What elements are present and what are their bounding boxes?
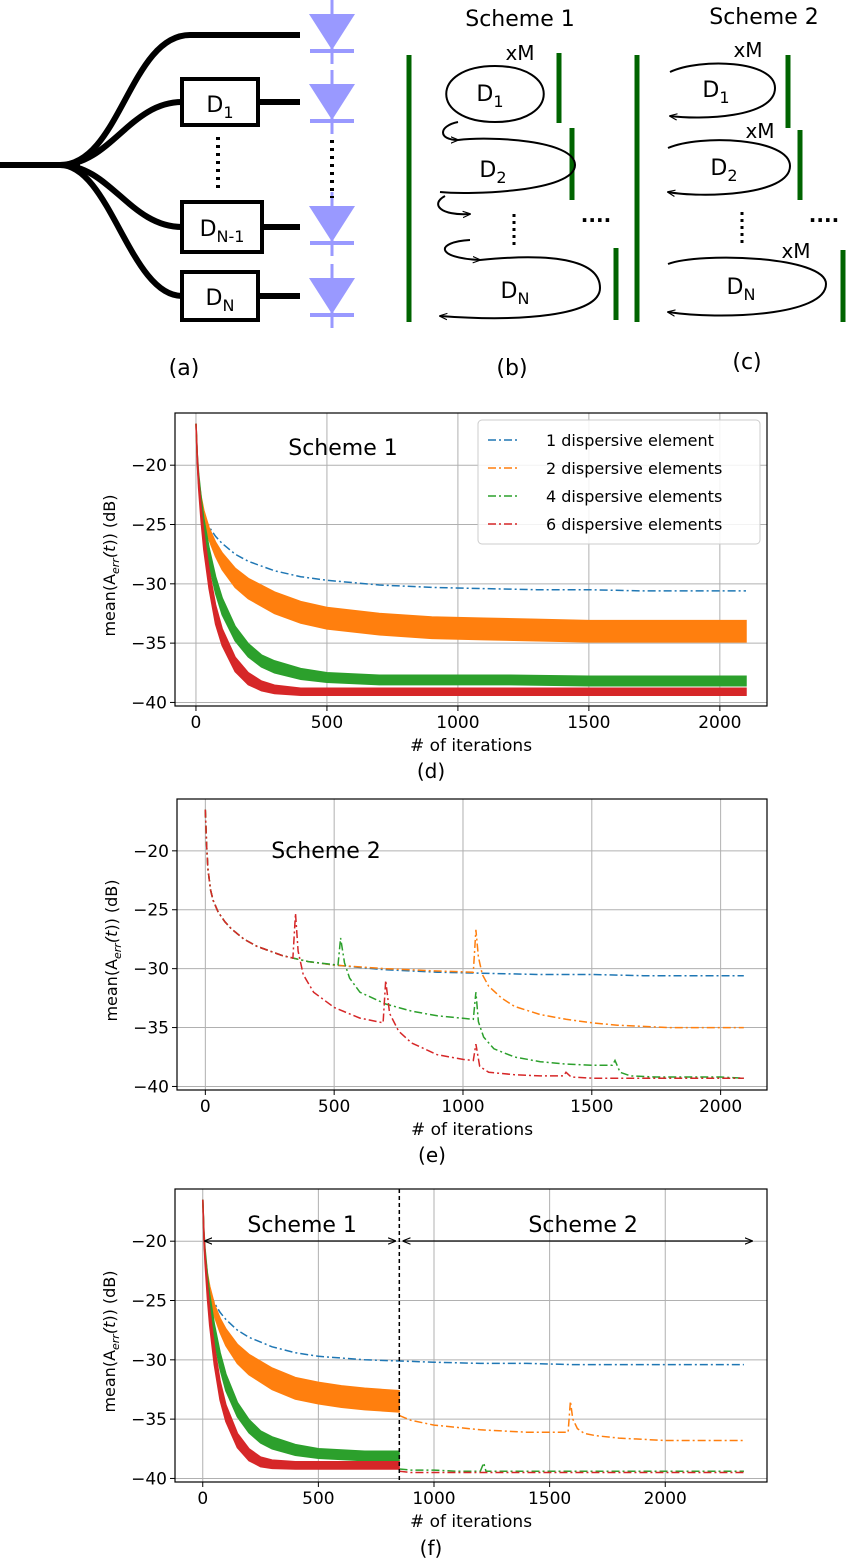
- y-axis-label: mean(Aerr(t)) (dB): [100, 494, 122, 636]
- legend-label-3: 6 dispersive elements: [546, 515, 722, 534]
- series-line-4: [399, 1460, 744, 1473]
- legend-label-2: 4 dispersive elements: [546, 487, 722, 506]
- xtick-label-3: 1500: [528, 1489, 571, 1509]
- element-box-dn: DN: [180, 270, 260, 322]
- svg-text:xM: xM: [745, 119, 774, 143]
- ytick-label-3: −35: [131, 1410, 167, 1430]
- ytick-label-1: −25: [131, 1292, 167, 1312]
- axes-frame: [174, 1188, 768, 1483]
- panel-label-b: (b): [496, 356, 527, 381]
- svg-text:DN: DN: [727, 275, 756, 304]
- fiber-bundle: [0, 32, 300, 299]
- chart-f: 0 500 1000 1500 2000 −20 −25 −30 −35 −40 # of iter…: [100, 1188, 768, 1560]
- ytick-label-0: −20: [133, 842, 169, 862]
- series-line-0: [202, 1199, 744, 1366]
- legend-label-0: 1 dispersive element: [546, 431, 714, 450]
- ytick-label-4: −40: [131, 693, 167, 713]
- ytick-label-2: −30: [131, 575, 167, 595]
- xtick-label-0: 0: [191, 713, 202, 733]
- scheme-annotation: Scheme 2: [271, 839, 381, 864]
- ytick-label-4: −40: [133, 1077, 169, 1097]
- xtick-label-4: 2000: [644, 1489, 687, 1509]
- svg-text:....: ....: [581, 203, 611, 227]
- svg-text:xM: xM: [505, 41, 534, 65]
- ytick-label-2: −30: [133, 960, 169, 980]
- xtick-label-3: 1500: [570, 1097, 613, 1117]
- xtick-label-4: 2000: [698, 713, 741, 733]
- series-band-1: [195, 423, 747, 643]
- axes-frame: [176, 798, 768, 1091]
- ytick-label-2: −30: [131, 1351, 167, 1371]
- svg-text:D1: D1: [206, 93, 233, 122]
- svg-text:....: ....: [809, 203, 839, 227]
- x-axis-label: # of iterations: [410, 1512, 532, 1532]
- chart-d: 0 500 1000 1500 2000 −20 −25 −30 −35 −40 # of iter…: [100, 412, 768, 783]
- y-axis-label: mean(Aerr(t)) (dB): [100, 1270, 122, 1412]
- series-line-3: [204, 809, 744, 1079]
- ytick-label-1: −25: [131, 516, 167, 536]
- panel-label: (e): [418, 1143, 446, 1167]
- xtick-label-2: 1000: [436, 713, 479, 733]
- svg-text:D1: D1: [702, 78, 729, 107]
- legend: 1 dispersive element 2 dispersive element…: [477, 419, 761, 545]
- ytick-label-4: −40: [131, 1469, 167, 1489]
- ytick-label-1: −25: [133, 901, 169, 921]
- scheme2-title: Scheme 2: [709, 5, 819, 30]
- xtick-label-0: 0: [200, 1097, 211, 1117]
- panel-label-c: (c): [732, 350, 761, 375]
- xtick-label-0: 0: [197, 1489, 208, 1509]
- xtick-label-3: 1500: [567, 713, 610, 733]
- series-line-0: [204, 809, 744, 977]
- scheme-annotation: Scheme 1: [288, 436, 398, 461]
- element-box-d1: D1: [180, 77, 260, 127]
- panel-label-a: (a): [169, 356, 200, 381]
- series-band-3: [195, 423, 747, 697]
- panel-label: (d): [417, 759, 445, 783]
- xtick-label-1: 500: [302, 1489, 334, 1509]
- xtick-label-4: 2000: [699, 1097, 742, 1117]
- ytick-label-3: −35: [133, 1019, 169, 1039]
- xtick-label-1: 500: [311, 713, 343, 733]
- xtick-label-2: 1000: [441, 1097, 484, 1117]
- scheme1-diagram: Scheme 1 xM D1 D2 DN ....: [406, 7, 619, 322]
- ytick-label-3: −35: [131, 634, 167, 654]
- xtick-label-2: 1000: [412, 1489, 455, 1509]
- x-axis-label: # of iterations: [411, 1120, 533, 1140]
- ytick-label-0: −20: [131, 1232, 167, 1252]
- series-band-5: [202, 1199, 400, 1470]
- scheme2-diagram: Scheme 2 xM D1 xM D2 .... xM DN: [634, 5, 846, 322]
- scheme1-title: Scheme 1: [465, 7, 575, 32]
- schematic: D1 DN-1 DN Scheme 1 xM D1: [0, 0, 846, 381]
- element-box-dn-1: DN-1: [180, 200, 264, 254]
- svg-text:D2: D2: [710, 156, 737, 185]
- scheme2-annotation: Scheme 2: [528, 1213, 638, 1238]
- series-line-1: [204, 809, 744, 1029]
- plot-area: [204, 809, 744, 1079]
- series-band-2: [195, 423, 747, 687]
- y-axis-label: mean(Aerr(t)) (dB): [102, 879, 124, 1021]
- legend-label-1: 2 dispersive elements: [546, 459, 722, 478]
- diode-column: [307, 0, 357, 330]
- svg-text:xM: xM: [733, 38, 762, 62]
- svg-text:D2: D2: [479, 158, 506, 187]
- svg-text:DN-1: DN-1: [200, 217, 245, 246]
- svg-text:DN: DN: [206, 286, 235, 315]
- x-axis-label: # of iterations: [410, 736, 532, 756]
- legend-box: [477, 419, 761, 545]
- svg-text:DN: DN: [501, 279, 530, 308]
- xtick-label-1: 500: [318, 1097, 350, 1117]
- svg-text:xM: xM: [781, 239, 810, 263]
- ytick-label-0: −20: [131, 456, 167, 476]
- plot-area: [195, 423, 747, 697]
- chart-e: 0 500 1000 1500 2000 −20 −25 −30 −35 −40 # of iter…: [102, 798, 768, 1167]
- axes-frame: [174, 412, 768, 707]
- scheme1-annotation: Scheme 1: [247, 1213, 357, 1238]
- series-line-2: [399, 1401, 744, 1442]
- svg-text:D1: D1: [476, 82, 503, 111]
- panel-label: (f): [420, 1536, 443, 1560]
